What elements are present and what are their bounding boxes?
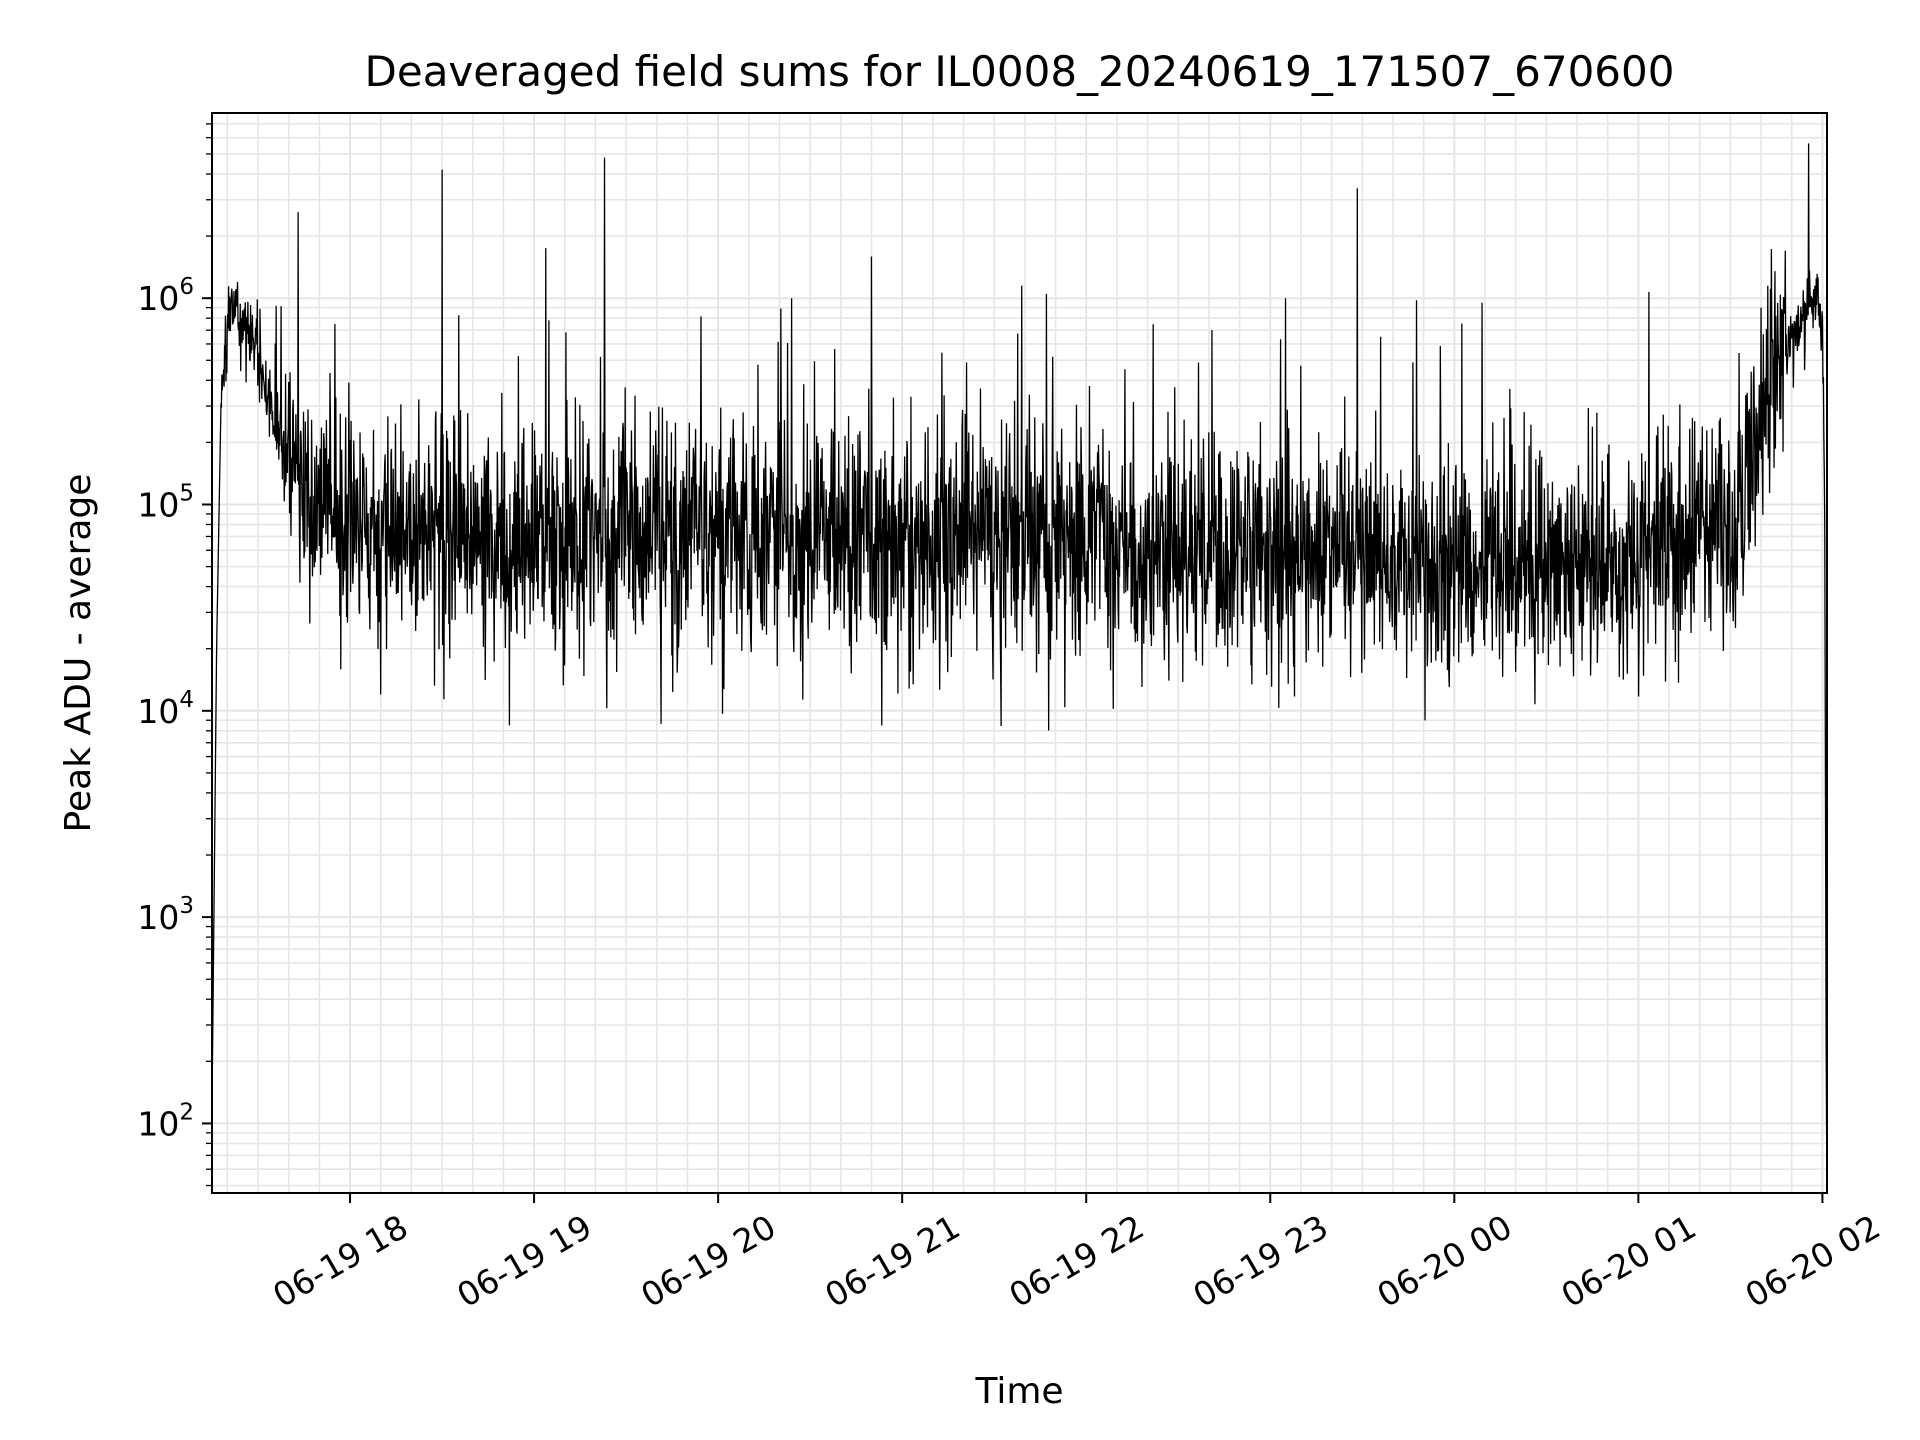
chart-title: Deaveraged field sums for IL0008_2024061… — [365, 47, 1675, 96]
y-axis-label: Peak ADU - average — [58, 474, 99, 833]
plot-frame — [211, 112, 1828, 1194]
y-tick-label: 104 — [137, 687, 194, 731]
y-tick-label: 102 — [137, 1099, 194, 1143]
y-tick-label: 106 — [137, 274, 194, 318]
y-tick-label: 103 — [137, 893, 194, 937]
data-layer — [211, 143, 1828, 1186]
x-axis-label: Time — [974, 1371, 1063, 1412]
grid — [212, 113, 1827, 1193]
series-line — [211, 143, 1828, 1186]
y-tick-label: 105 — [137, 480, 194, 524]
